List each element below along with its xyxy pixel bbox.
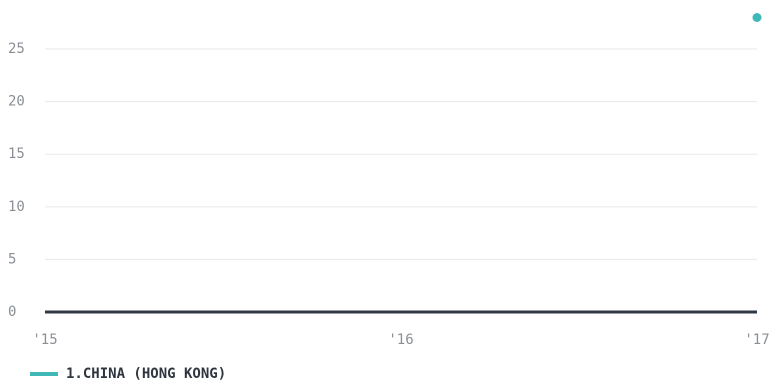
y-tick-label: 10 [8,199,25,215]
y-tick-label: 20 [8,94,25,110]
data-point [752,13,762,22]
x-tick-label: '16 [388,332,413,348]
y-tick-label: 5 [8,251,16,267]
y-tick-label: 25 [8,41,25,57]
legend-text: 1.CHINA (HONG KONG) [66,366,226,382]
x-tick-label: '15 [32,332,57,348]
y-tick-label: 15 [8,146,25,162]
y-tick-label: 0 [8,304,16,320]
x-tick-label: '17 [744,332,769,348]
